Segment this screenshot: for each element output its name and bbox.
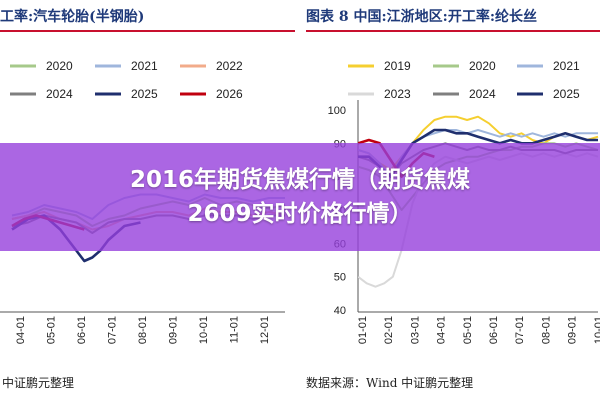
banner-line-2: 2609实时价格行情） — [187, 201, 413, 227]
right-chart-title: 图表 8 中国:江浙地区:开工率:纶长丝 — [306, 9, 537, 25]
left-legend-label-2026: 2026 — [216, 87, 243, 101]
left-legend-label-2020: 2020 — [46, 59, 73, 73]
right-x-tick-09-01: 09-01 — [567, 316, 579, 344]
right-x-tick-04-01: 04-01 — [436, 316, 448, 344]
right-x-tick-10-01: 10-01 — [593, 316, 600, 344]
left-x-tick-12-01: 12-01 — [259, 316, 271, 344]
right-x-tick-07-01: 07-01 — [514, 316, 526, 344]
banner-line-1: 2016年期货焦煤行情（期货焦煤 — [129, 167, 470, 193]
left-legend-label-2021: 2021 — [131, 59, 158, 73]
right-x-tick-01-01: 01-01 — [357, 316, 369, 344]
right-y-tick-40: 40 — [334, 305, 346, 317]
right-legend-label-2025: 2025 — [553, 87, 580, 101]
left-legend-label-2022: 2022 — [216, 59, 243, 73]
left-x-tick-11-01: 11-01 — [229, 316, 241, 343]
right-y-tick-50: 50 — [334, 272, 346, 284]
right-legend-label-2024: 2024 — [469, 87, 496, 101]
right-x-tick-03-01: 03-01 — [409, 316, 421, 344]
left-x-tick-04-01: 04-01 — [15, 316, 27, 344]
left-title-rule — [0, 30, 295, 32]
right-x-tick-08-01: 08-01 — [540, 316, 552, 344]
right-title-rule — [306, 30, 600, 32]
left-x-tick-09-01: 09-01 — [168, 316, 180, 344]
right-x-tick-06-01: 06-01 — [488, 316, 500, 344]
right-legend-label-2023: 2023 — [384, 87, 411, 101]
right-y-tick-100: 100 — [328, 105, 346, 117]
left-source-note: 中证鹏元整理 — [2, 376, 75, 390]
right-source-note: 数据来源：Wind 中证鹏元整理 — [306, 376, 474, 390]
left-x-tick-07-01: 07-01 — [107, 316, 119, 344]
right-x-tick-05-01: 05-01 — [462, 316, 474, 344]
left-x-tick-10-01: 10-01 — [198, 316, 210, 344]
right-legend-label-2021: 2021 — [553, 59, 580, 73]
left-x-tick-05-01: 05-01 — [46, 316, 58, 344]
right-legend-label-2020: 2020 — [469, 59, 496, 73]
left-legend-label-2025: 2025 — [131, 87, 158, 101]
left-chart-title: 工率:汽车轮胎(半钢胎) — [0, 9, 145, 25]
right-x-tick-02-01: 02-01 — [383, 316, 395, 344]
left-legend-label-2024: 2024 — [46, 87, 73, 101]
overlay-banner: 2016年期货焦煤行情（期货焦煤 2609实时价格行情） — [0, 143, 600, 251]
left-x-tick-06-01: 06-01 — [76, 316, 88, 344]
right-legend-label-2019: 2019 — [384, 59, 411, 73]
left-x-tick-08-01: 08-01 — [137, 316, 149, 344]
